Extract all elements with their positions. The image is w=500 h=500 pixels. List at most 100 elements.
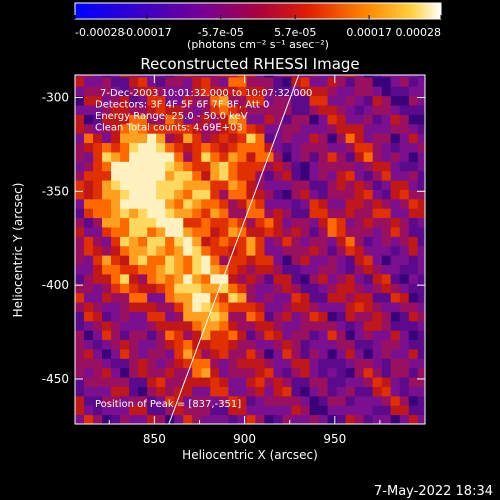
- heatmap-cell: [273, 339, 283, 350]
- heatmap-cell: [390, 170, 401, 181]
- heatmap-cell: [147, 208, 157, 219]
- heatmap-cell: [147, 142, 157, 153]
- heatmap-cell: [291, 273, 302, 284]
- heatmap-cell: [282, 320, 292, 331]
- heatmap-cell: [372, 330, 383, 341]
- heatmap-cell: [237, 226, 247, 237]
- heatmap-cell: [282, 114, 292, 125]
- heatmap-cell: [399, 377, 410, 387]
- heatmap-cell: [192, 320, 202, 331]
- heatmap-cell: [165, 75, 175, 78]
- heatmap-cell: [345, 170, 356, 181]
- heatmap-cell: [219, 75, 229, 78]
- heatmap-cell: [201, 273, 211, 284]
- heatmap-cell: [354, 151, 365, 162]
- heatmap-cell: [75, 339, 85, 350]
- heatmap-cell: [363, 189, 374, 200]
- heatmap-cell: [165, 395, 175, 406]
- heatmap-cell: [300, 105, 311, 115]
- heatmap-cell: [264, 198, 274, 209]
- heatmap-cell: [102, 264, 112, 275]
- heatmap-cell: [120, 123, 130, 134]
- heatmap-cell: [93, 330, 103, 341]
- heatmap-cell: [192, 105, 202, 115]
- heatmap-cell: [381, 386, 392, 397]
- heatmap-cell: [300, 339, 311, 350]
- heatmap-cell: [354, 395, 365, 406]
- heatmap-cell: [300, 264, 311, 275]
- heatmap-cell: [399, 255, 410, 266]
- heatmap-cell: [219, 320, 229, 331]
- heatmap-cell: [282, 377, 292, 387]
- heatmap-cell: [147, 86, 157, 97]
- heatmap-cell: [84, 339, 94, 350]
- heatmap-cell: [291, 311, 302, 322]
- heatmap-cell: [273, 311, 283, 322]
- heatmap-cell: [75, 255, 85, 266]
- heatmap-cell: [318, 339, 329, 350]
- heatmap-cell: [165, 95, 175, 106]
- heatmap-cell: [237, 348, 247, 359]
- heatmap-cell: [156, 114, 166, 125]
- heatmap-cell: [354, 217, 365, 228]
- heatmap-cell: [255, 302, 265, 312]
- heatmap-cell: [174, 245, 184, 256]
- heatmap-cell: [210, 95, 220, 106]
- heatmap-cell: [300, 386, 311, 397]
- heatmap-cell: [381, 311, 392, 322]
- heatmap-cell: [327, 405, 338, 416]
- heatmap-cell: [300, 358, 311, 369]
- heatmap-cell: [327, 142, 338, 153]
- heatmap-cell: [201, 217, 211, 228]
- heatmap-cell: [264, 320, 274, 331]
- heatmap-cell: [255, 76, 265, 87]
- heatmap-cell: [273, 358, 283, 369]
- heatmap-cell: [120, 377, 130, 387]
- heatmap-cell: [336, 161, 347, 172]
- heatmap-cell: [255, 330, 265, 341]
- heatmap-cell: [75, 226, 85, 237]
- heatmap-cell: [246, 95, 256, 106]
- heatmap-cell: [228, 302, 238, 312]
- heatmap-cell: [201, 151, 211, 162]
- heatmap-cell: [273, 348, 283, 359]
- heatmap-cell: [174, 123, 184, 134]
- heatmap-cell: [192, 245, 202, 256]
- heatmap-cell: [138, 311, 148, 322]
- heatmap-cell: [75, 264, 85, 275]
- plot-frame: [74, 74, 426, 425]
- heatmap-cell: [183, 302, 193, 312]
- heatmap-cell: [192, 151, 202, 162]
- heatmap-cell: [246, 320, 256, 331]
- heatmap-cell: [354, 226, 365, 237]
- heatmap-cell: [174, 75, 184, 78]
- heatmap-cell: [372, 95, 383, 106]
- heatmap-cell: [174, 95, 184, 106]
- heatmap-cell: [354, 114, 365, 125]
- heatmap-cell: [120, 198, 130, 209]
- heatmap-cell: [282, 367, 292, 378]
- heatmap-cell: [237, 273, 247, 284]
- heatmap-cell: [372, 226, 383, 237]
- heatmap-cell: [318, 75, 329, 78]
- heatmap-cell: [156, 133, 166, 144]
- heatmap-cell: [138, 95, 148, 106]
- heatmap-cell: [237, 217, 247, 228]
- heatmap-cell: [255, 339, 265, 350]
- heatmap-cell: [381, 180, 392, 190]
- heatmap-cell: [417, 198, 425, 209]
- heatmap-cell: [219, 208, 229, 219]
- heatmap-cell: [363, 142, 374, 153]
- heatmap-cell: [300, 377, 311, 387]
- heatmap-cell: [84, 302, 94, 312]
- heatmap-cell: [291, 283, 302, 294]
- heatmap-cell: [93, 236, 103, 247]
- heatmap-cell: [336, 236, 347, 247]
- heatmap-cell: [363, 348, 374, 359]
- heatmap-cell: [201, 358, 211, 369]
- heatmap-cell: [102, 395, 112, 406]
- heatmap-cell: [165, 217, 175, 228]
- peak-position-label: Position of Peak = [837,-351]: [95, 399, 241, 410]
- heatmap-cell: [273, 405, 283, 416]
- heatmap-cell: [174, 273, 184, 284]
